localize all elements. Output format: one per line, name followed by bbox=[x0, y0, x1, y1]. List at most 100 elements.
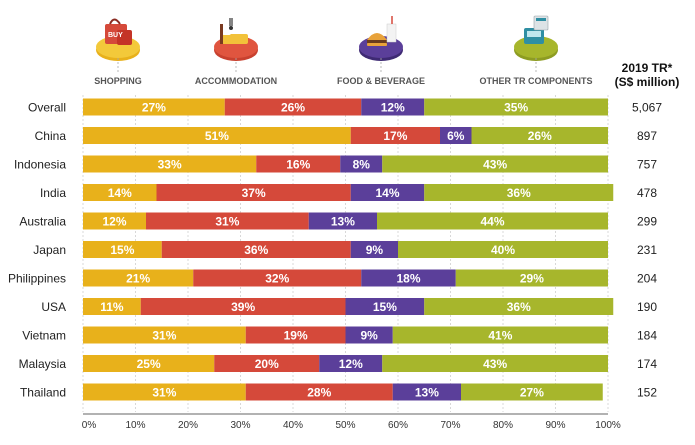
tr-header-line2: (S$ million) bbox=[615, 75, 680, 89]
bar-segment bbox=[156, 184, 351, 201]
bar-segment bbox=[224, 98, 362, 116]
tr-value: 152 bbox=[637, 386, 657, 400]
tr-value: 478 bbox=[637, 186, 657, 200]
bar-segment bbox=[424, 184, 614, 201]
segment-label: 20% bbox=[255, 357, 279, 371]
tr-value: 5,067 bbox=[632, 101, 662, 115]
segment-label: 9% bbox=[360, 329, 378, 343]
segment-label: 32% bbox=[265, 272, 289, 286]
segment-label: 36% bbox=[507, 186, 531, 200]
bar-segment bbox=[83, 298, 141, 315]
legend: SHOPPING ACCOMMODATION FOOD & BEVERAGE OTHE… bbox=[94, 58, 593, 86]
segment-label: 21% bbox=[126, 272, 150, 286]
x-tick-label: 40% bbox=[283, 420, 303, 431]
bar-segment bbox=[83, 326, 246, 344]
bar-segment bbox=[83, 184, 157, 201]
bar-segment bbox=[83, 269, 194, 287]
hotel-bed-icon bbox=[214, 18, 258, 61]
bar-segment bbox=[83, 98, 225, 116]
segment-label: 36% bbox=[507, 300, 531, 314]
bar-segment bbox=[345, 326, 393, 344]
row-label: Malaysia bbox=[19, 357, 67, 371]
bars: 27% 26% 12% 35% 51% 17% 6% 26% 33% 16% 8% 43% 14% 37%… bbox=[83, 98, 614, 401]
bar-segment bbox=[461, 383, 603, 401]
x-tick-label: 90% bbox=[545, 420, 565, 431]
segment-label: 16% bbox=[286, 158, 310, 172]
segment-label: 13% bbox=[415, 386, 439, 400]
bar-segment bbox=[83, 383, 246, 401]
segment-label: 11% bbox=[100, 300, 124, 314]
tax-refund-terminal-icon bbox=[514, 15, 558, 61]
bar-segment bbox=[392, 326, 608, 344]
x-tick-label: 20% bbox=[178, 420, 198, 431]
segment-label: 28% bbox=[307, 386, 331, 400]
bar-segment bbox=[83, 127, 351, 144]
legend-label: FOOD & BEVERAGE bbox=[337, 76, 425, 86]
segment-label: 26% bbox=[528, 129, 552, 143]
segment-label: 8% bbox=[353, 158, 371, 172]
bar-segment bbox=[245, 326, 346, 344]
x-tick-label: 0% bbox=[82, 420, 97, 431]
bar-segment bbox=[308, 212, 377, 230]
bar-segment bbox=[146, 212, 309, 230]
bar-segment bbox=[214, 355, 320, 372]
segment-label: 33% bbox=[158, 158, 182, 172]
bar-segment bbox=[319, 355, 383, 372]
segment-label: 13% bbox=[331, 215, 355, 229]
segment-label: 39% bbox=[231, 300, 255, 314]
bar-segment bbox=[424, 298, 614, 315]
segment-label: 27% bbox=[520, 386, 544, 400]
legend-label: SHOPPING bbox=[94, 76, 142, 86]
x-axis: 0% 10% 20% 30% 40% 50% 60% 70% 80% 90% 100% bbox=[82, 413, 621, 431]
legend-label: OTHER TR COMPONENTS bbox=[479, 76, 592, 86]
row-label: India bbox=[40, 186, 66, 200]
tr-value: 190 bbox=[637, 300, 657, 314]
segment-label: 15% bbox=[110, 243, 134, 257]
tr-value: 174 bbox=[637, 357, 657, 371]
segment-label: 26% bbox=[281, 101, 305, 115]
bar-segment bbox=[193, 269, 362, 287]
bar-segment bbox=[83, 355, 215, 372]
segment-label: 40% bbox=[491, 243, 515, 257]
segment-label: 15% bbox=[373, 300, 397, 314]
row-label: Thailand bbox=[20, 386, 66, 400]
bar-segment bbox=[398, 241, 608, 258]
segment-label: 31% bbox=[152, 329, 176, 343]
bar-segment bbox=[392, 383, 461, 401]
bar-segment bbox=[83, 212, 146, 230]
segment-label: 12% bbox=[339, 357, 363, 371]
x-tick-label: 60% bbox=[388, 420, 408, 431]
bar-segment bbox=[361, 269, 456, 287]
bar-segment bbox=[140, 298, 346, 315]
segment-label: 31% bbox=[152, 386, 176, 400]
bar-segment bbox=[382, 155, 608, 173]
bar-segment bbox=[440, 127, 472, 144]
legend-label: ACCOMMODATION bbox=[195, 76, 277, 86]
segment-label: 12% bbox=[102, 215, 126, 229]
row-label: Indonesia bbox=[14, 158, 66, 172]
segment-label: 43% bbox=[483, 158, 507, 172]
shopping-bag-icon: BUY bbox=[96, 18, 140, 61]
x-tick-label: 10% bbox=[125, 420, 145, 431]
segment-label: 12% bbox=[381, 101, 405, 115]
segment-label: 14% bbox=[108, 186, 132, 200]
bar-segment bbox=[471, 127, 608, 144]
bar-segment bbox=[350, 241, 398, 258]
bar-segment bbox=[345, 298, 425, 315]
segment-label: 41% bbox=[488, 329, 512, 343]
bar-segment bbox=[455, 269, 608, 287]
bar-segment bbox=[256, 155, 341, 173]
segment-label: 51% bbox=[205, 129, 229, 143]
bar-segment bbox=[382, 355, 608, 372]
segment-label: 35% bbox=[504, 101, 528, 115]
tr-value: 757 bbox=[637, 158, 657, 172]
segment-label: 37% bbox=[242, 186, 266, 200]
tr-header-line1: 2019 TR* bbox=[622, 61, 673, 75]
tr-value: 184 bbox=[637, 329, 657, 343]
segment-label: 31% bbox=[215, 215, 239, 229]
segment-label: 14% bbox=[375, 186, 399, 200]
tr-values: 5,067 897 757 478 299 231 204 190 184 174 152 bbox=[632, 101, 662, 400]
segment-label: 25% bbox=[137, 357, 161, 371]
burger-drink-icon bbox=[359, 16, 403, 61]
